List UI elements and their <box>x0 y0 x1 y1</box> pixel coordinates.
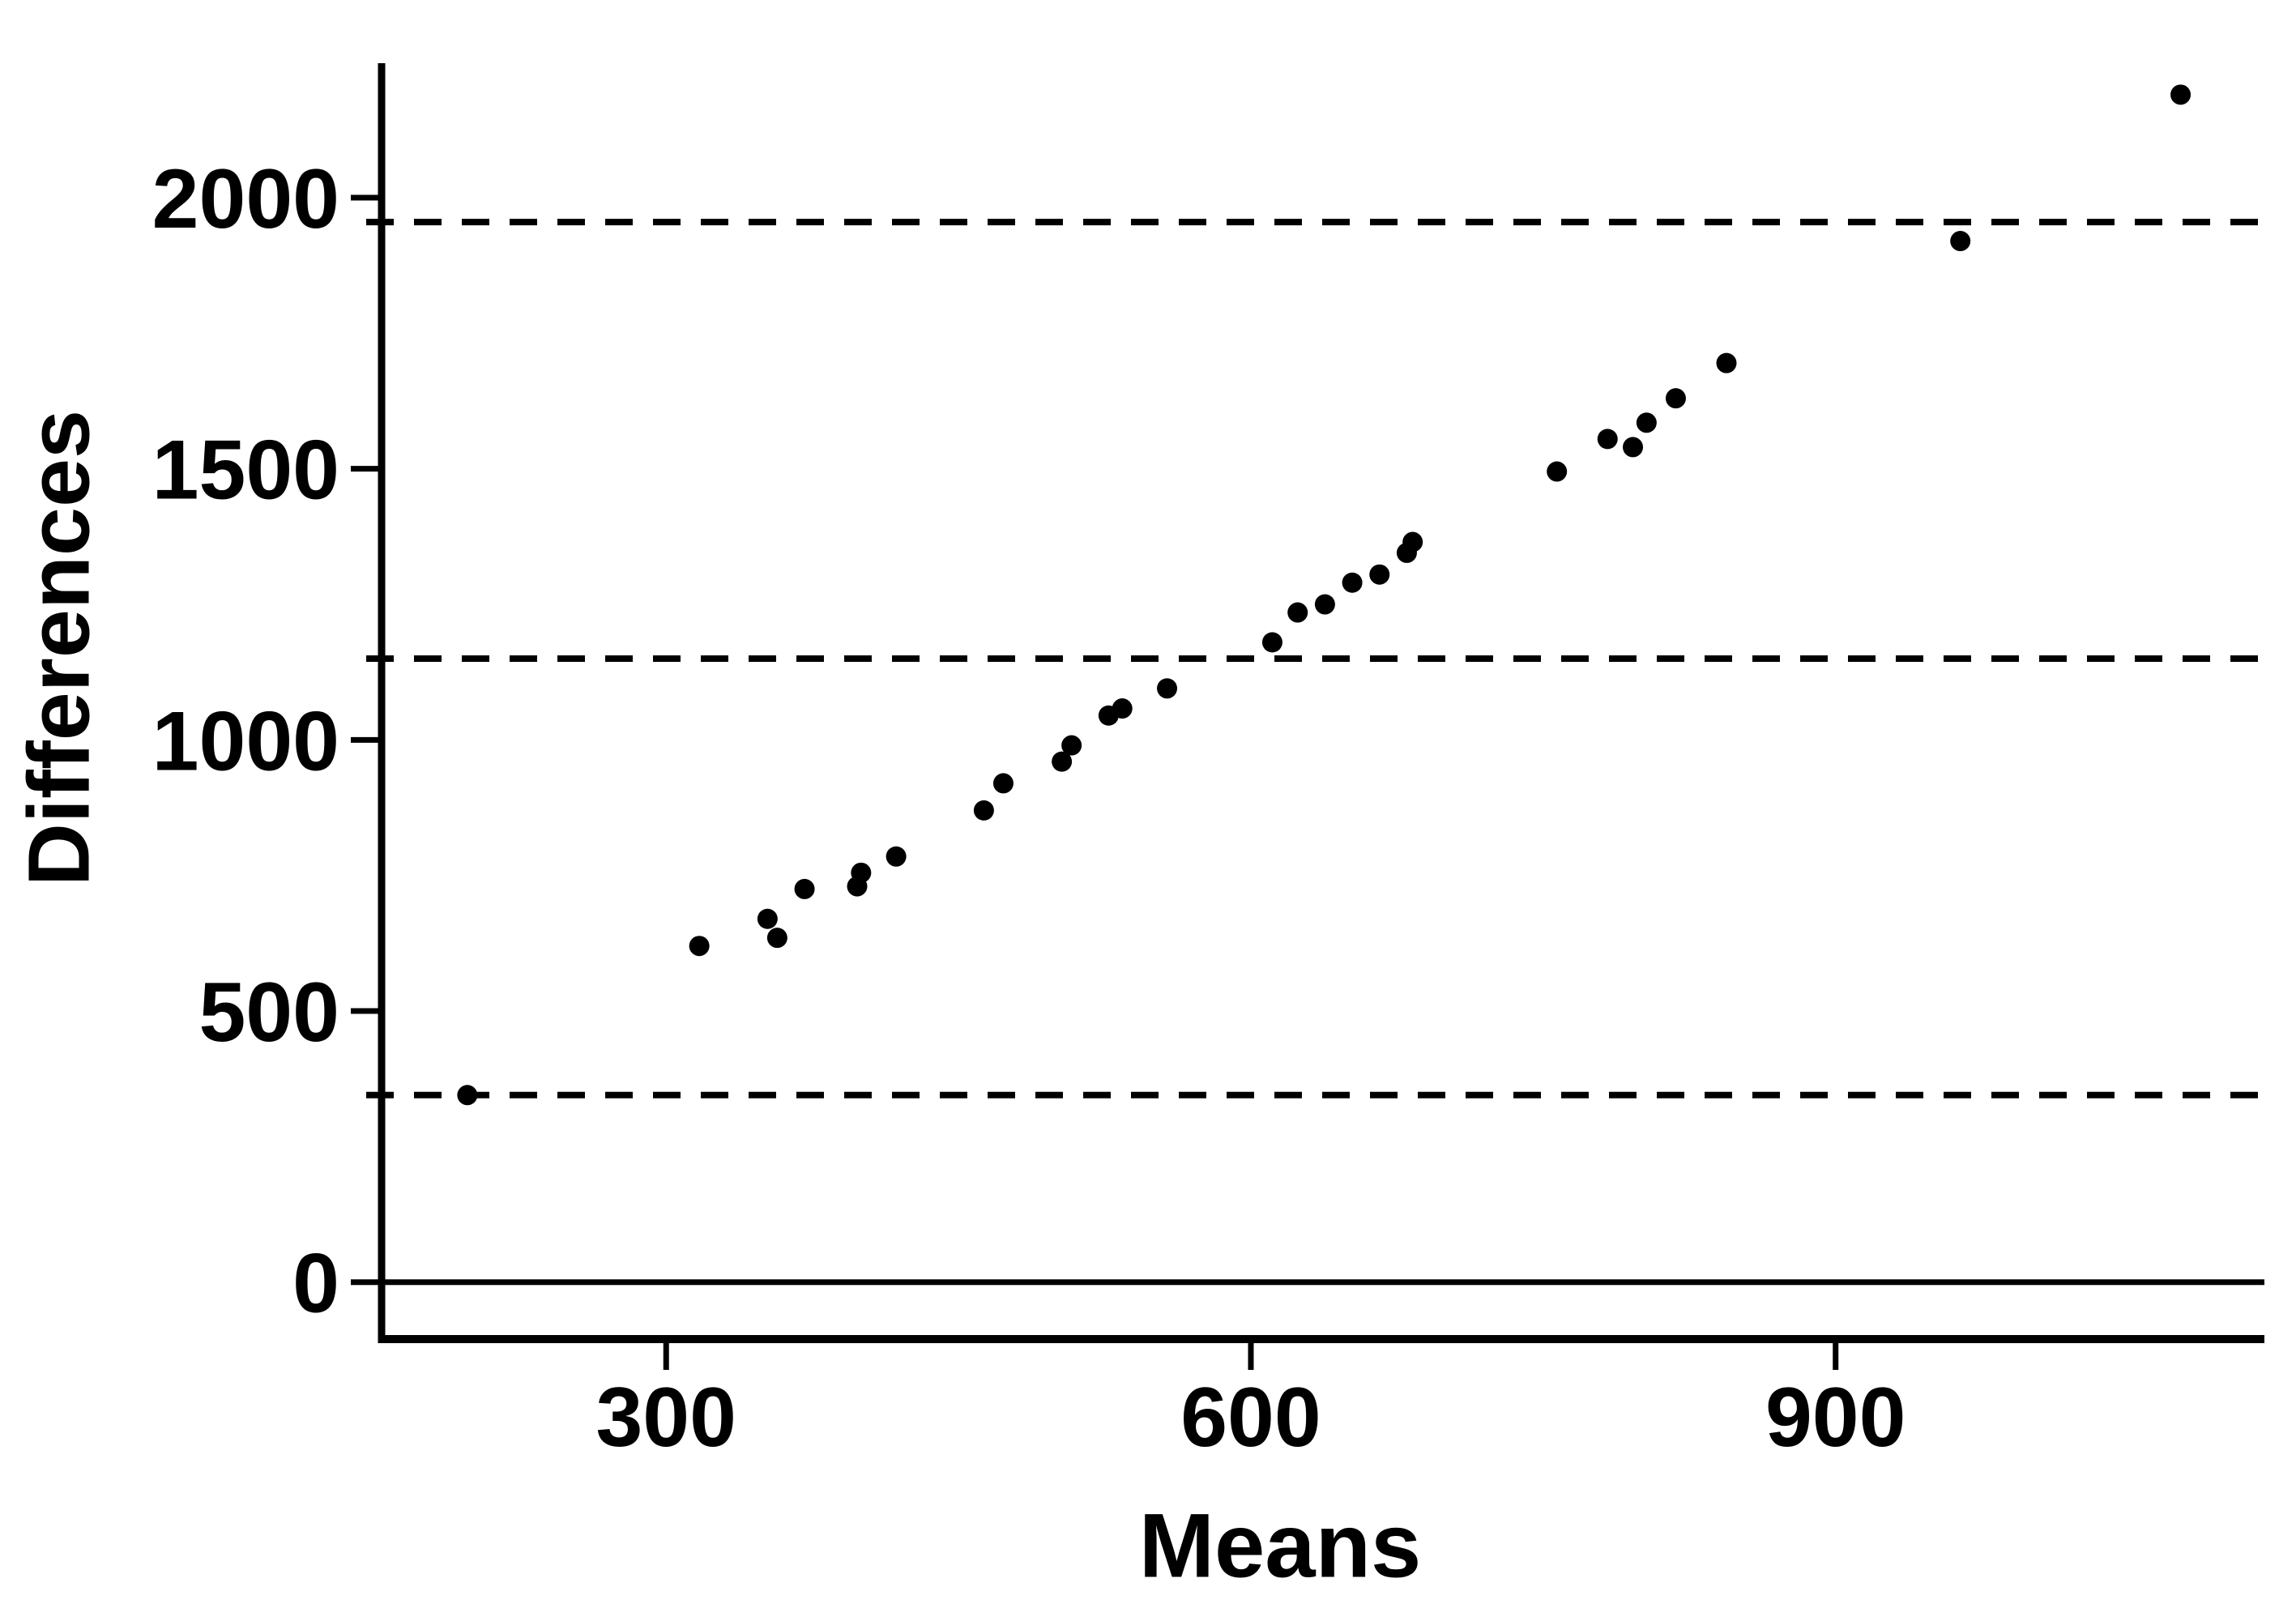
data-point <box>1112 698 1133 719</box>
data-point <box>992 773 1014 794</box>
data-point <box>1369 564 1390 585</box>
data-point <box>1261 632 1282 653</box>
y-tick-label: 1500 <box>152 424 339 518</box>
x-tick-label: 900 <box>1765 1371 1906 1465</box>
data-point <box>886 846 907 867</box>
data-point <box>1950 231 1971 252</box>
data-point <box>794 878 815 899</box>
data-point <box>1314 594 1335 615</box>
data-point <box>1287 602 1308 623</box>
data-point <box>1547 461 1568 482</box>
data-point <box>457 1085 478 1106</box>
data-point <box>973 800 994 821</box>
data-point <box>1402 531 1423 552</box>
data-point <box>1597 429 1618 450</box>
data-point <box>1157 678 1178 699</box>
y-tick-label: 0 <box>292 1237 339 1331</box>
data-point <box>1716 352 1737 373</box>
y-axis-title: Differences <box>9 409 108 887</box>
data-point <box>2170 84 2191 105</box>
data-point <box>1623 437 1644 458</box>
y-tick-label: 500 <box>198 966 339 1060</box>
data-point <box>757 908 778 929</box>
x-tick-label: 600 <box>1180 1371 1321 1465</box>
y-tick-label: 1000 <box>152 694 339 788</box>
data-point <box>689 936 710 957</box>
x-tick-label: 300 <box>595 1371 736 1465</box>
data-point <box>1052 751 1073 772</box>
data-point <box>851 862 872 883</box>
x-axis-title: Means <box>1138 1495 1422 1597</box>
data-point <box>1665 388 1686 409</box>
y-tick-label: 2000 <box>152 152 339 246</box>
data-point <box>1061 735 1082 756</box>
data-point <box>766 928 787 949</box>
data-point <box>1636 412 1657 433</box>
data-point <box>1342 572 1363 593</box>
